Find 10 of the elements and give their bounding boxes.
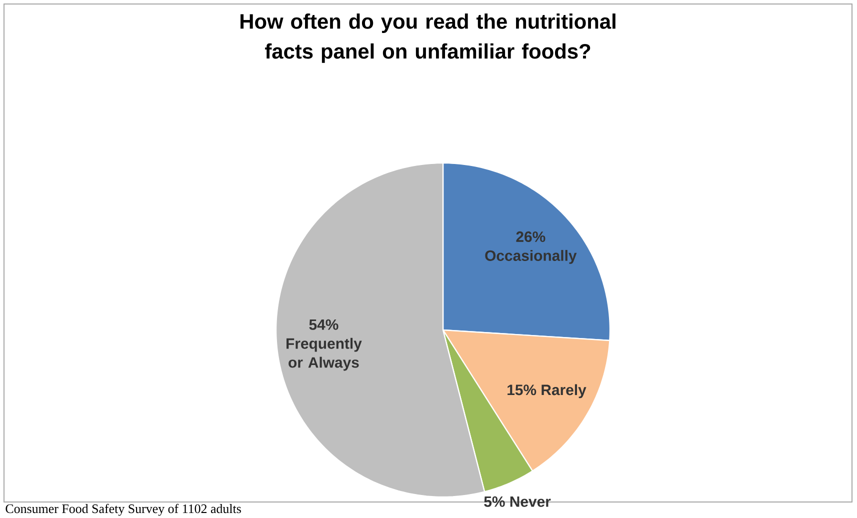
slice-label: Rarely <box>542 384 586 398</box>
data-label: 15% <box>508 384 536 396</box>
slice-label: Frequently or Always <box>286 338 362 371</box>
data-label: 26% <box>516 231 546 242</box>
slice-label: Occasionally <box>485 250 577 264</box>
text: Consumer Food Safety Survey of 1102 adults <box>6 504 241 516</box>
data-label: 54% <box>309 319 338 330</box>
chart-title: How often do you read the nutritional facts panel on unfamiliar foods? <box>240 14 616 63</box>
slice-label: Never <box>510 496 551 507</box>
data-label: 5% <box>484 496 505 507</box>
